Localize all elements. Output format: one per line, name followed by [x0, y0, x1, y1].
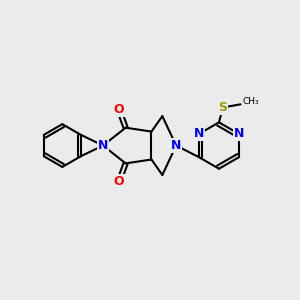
Text: S: S	[218, 101, 227, 114]
Text: O: O	[114, 175, 124, 188]
Text: O: O	[114, 103, 124, 116]
Text: N: N	[98, 139, 108, 152]
Text: N: N	[234, 128, 244, 140]
Text: N: N	[194, 128, 204, 140]
Text: CH₃: CH₃	[242, 98, 259, 106]
Text: N: N	[171, 139, 181, 152]
